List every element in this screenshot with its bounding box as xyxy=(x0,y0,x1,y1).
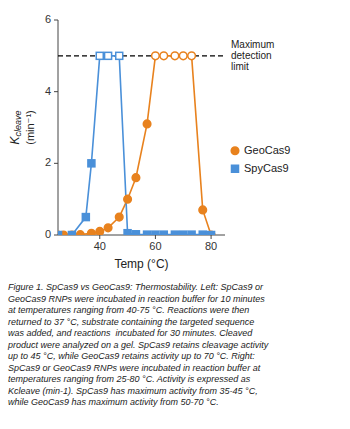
data-point xyxy=(199,206,207,214)
legend-marker xyxy=(231,147,239,155)
y-axis-label-sub: cleave xyxy=(13,110,23,136)
series-line xyxy=(58,56,211,235)
data-point xyxy=(96,228,104,235)
legend-label: SpyCas9 xyxy=(244,162,289,174)
data-point xyxy=(132,231,139,235)
legend-marker xyxy=(232,165,239,172)
data-point xyxy=(160,231,167,235)
axes: 40 60 80 0 2 4 6 xyxy=(45,13,225,252)
legend-label: GeoCas9 xyxy=(244,144,290,156)
y-tick-label: 4 xyxy=(45,85,51,97)
y-axis-unit: (min⁻¹) xyxy=(24,110,36,145)
data-point xyxy=(143,120,151,128)
data-point xyxy=(132,174,140,182)
data-point xyxy=(58,232,62,236)
legend: GeoCas9 SpyCas9 xyxy=(231,144,290,174)
caption-line: GeoCas9 RNPs were incubated in reaction … xyxy=(8,294,265,304)
data-point xyxy=(68,232,75,236)
reference-label: Maximumdetectionlimit xyxy=(231,38,274,71)
y-axis-line xyxy=(58,20,59,235)
x-tick-label: 60 xyxy=(149,240,161,252)
caption: Figure 1. SpCas9 vs GeoCas9: Thermostabi… xyxy=(7,282,269,407)
data-point xyxy=(199,231,206,235)
y-axis-label: Kcleave xyxy=(8,110,23,144)
series-line xyxy=(58,56,211,235)
y-tick xyxy=(54,235,58,236)
x-tick xyxy=(155,235,156,239)
data-point xyxy=(68,231,76,235)
data-point xyxy=(152,231,159,235)
data-point xyxy=(82,214,89,221)
x-tick xyxy=(99,235,100,239)
data-point xyxy=(124,195,132,203)
caption-line: up to 45 °C, while GeoCas9 retains activ… xyxy=(8,351,255,361)
y-tick xyxy=(54,20,58,21)
data-point xyxy=(116,52,123,59)
reference-label-line: detection xyxy=(231,49,272,60)
data-point xyxy=(188,52,196,60)
data-point xyxy=(179,52,187,60)
caption-line: SpCas9 or GeoCas9 RNPs were incubated in… xyxy=(8,363,261,373)
y-tick-label: 6 xyxy=(45,13,51,25)
reference-line xyxy=(58,55,225,56)
data-point xyxy=(124,230,131,235)
caption-line: Kcleave (min-1). SpCas9 has maximum acti… xyxy=(8,386,258,396)
data-point xyxy=(171,231,178,235)
data-point xyxy=(96,52,103,59)
data-point xyxy=(144,231,151,235)
caption-line: product were analyzed on a gel. SpCas9 r… xyxy=(7,340,269,350)
data-point xyxy=(88,229,96,235)
caption-line: temperatures ranging from 25-80 °C. Acti… xyxy=(8,374,251,384)
reference-label-line: limit xyxy=(231,60,249,71)
y-tick xyxy=(54,91,58,92)
y-tick-label: 0 xyxy=(45,228,51,240)
data-point xyxy=(188,231,195,235)
y-tick xyxy=(54,163,58,164)
data-point xyxy=(180,231,187,235)
data-point xyxy=(207,231,215,235)
reference-label-line: Maximum xyxy=(231,38,274,49)
data-point xyxy=(171,52,179,60)
x-tick-label: 80 xyxy=(205,240,217,252)
data-point xyxy=(104,224,112,232)
caption-line: was added, and reactions incubated for 3… xyxy=(8,328,253,338)
data-point xyxy=(88,160,95,167)
x-tick-label: 40 xyxy=(94,240,106,252)
data-point xyxy=(160,52,168,60)
data-point xyxy=(58,231,62,235)
data-point xyxy=(105,52,112,59)
caption-line: at temperatures ranging from 40-75 °C. R… xyxy=(8,305,249,315)
plot-area xyxy=(58,52,225,235)
data-point xyxy=(152,52,160,60)
chart: 40 60 80 0 2 4 6 Temp (°C) Kcleave(min⁻¹) Maximum… xyxy=(0,0,350,429)
x-tick xyxy=(211,235,212,239)
caption-line: while GeoCas9 has maximum activity from … xyxy=(8,397,219,407)
caption-line: returned to 37 °C, substrate containing … xyxy=(8,317,254,327)
data-point xyxy=(76,231,84,235)
x-axis-label: Temp (°C) xyxy=(114,257,168,271)
data-point xyxy=(208,232,215,236)
data-point xyxy=(115,213,123,221)
y-tick-label: 2 xyxy=(45,156,51,168)
caption-line: Figure 1. SpCas9 vs GeoCas9: Thermostabi… xyxy=(8,282,264,292)
